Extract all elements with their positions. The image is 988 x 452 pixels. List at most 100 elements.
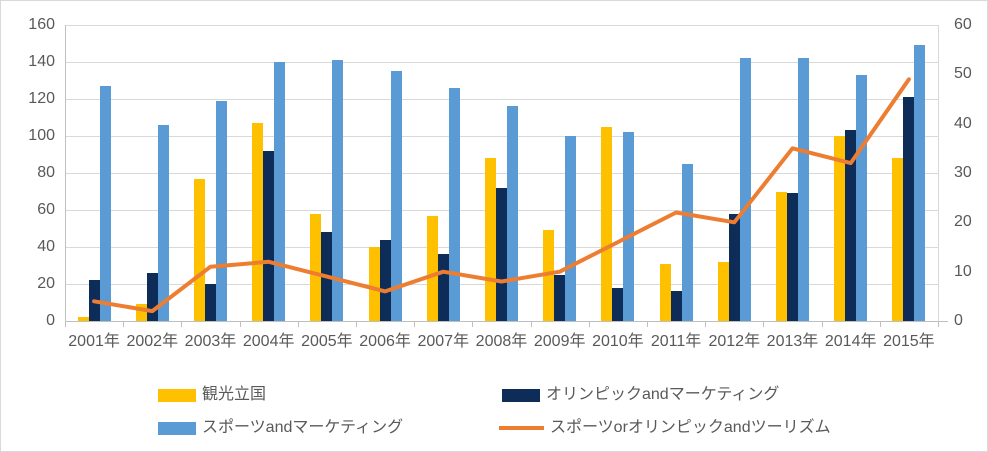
x-axis-label: 2011年 xyxy=(650,333,702,350)
x-axis-label: 2003年 xyxy=(184,333,237,350)
bar-kankou-rikkoku-2011 xyxy=(659,263,671,321)
bar-olympic-and-marketing-2008 xyxy=(496,187,507,321)
bar-olympic-and-marketing-2012 xyxy=(728,213,740,321)
bar-sports-and-marketing-2014 xyxy=(856,74,868,321)
x-axis-label: 2014年 xyxy=(824,333,877,350)
bar-olympic-and-marketing-2015 xyxy=(903,97,915,321)
legend-swatch-sports-and-marketing xyxy=(158,421,196,435)
bar-kankou-rikkoku-2012 xyxy=(717,261,729,321)
bar-olympic-and-marketing-2002 xyxy=(146,272,158,321)
bar-kankou-rikkoku-2010 xyxy=(601,126,613,321)
x-axis-tick xyxy=(123,322,125,327)
x-axis-tick xyxy=(879,322,881,327)
bar-sports-and-marketing-2008 xyxy=(507,106,518,321)
bar-sports-and-marketing-2005 xyxy=(332,60,344,321)
bar-olympic-and-marketing-2001 xyxy=(88,280,100,321)
bar-kankou-rikkoku-2006 xyxy=(368,247,380,321)
bar-kankou-rikkoku-2013 xyxy=(776,191,787,321)
y-axis-label-right: 0 xyxy=(954,312,963,329)
y-axis-label-left: 80 xyxy=(37,164,55,181)
x-axis-line xyxy=(65,321,948,322)
bar-kankou-rikkoku-2007 xyxy=(426,215,438,321)
x-axis-label: 2013年 xyxy=(766,333,819,350)
bar-sports-and-marketing-2013 xyxy=(798,58,809,321)
bar-sports-and-marketing-2002 xyxy=(157,124,169,321)
bar-olympic-and-marketing-2003 xyxy=(205,284,216,321)
bar-sports-and-marketing-2011 xyxy=(681,163,693,321)
y-axis-label-left: 0 xyxy=(46,312,55,329)
legend-swatch-olympic-and-marketing xyxy=(502,388,540,402)
bar-olympic-and-marketing-2009 xyxy=(554,274,566,321)
legend-item-olympic-and-marketing: オリンピックandマーケティング xyxy=(502,386,779,404)
y-axis-label-right: 60 xyxy=(954,16,972,33)
legend-label-olympic-and-marketing: オリンピックandマーケティング xyxy=(546,386,780,403)
bar-sports-and-marketing-2006 xyxy=(390,71,402,321)
bar-sports-and-marketing-2007 xyxy=(448,87,460,321)
bar-olympic-and-marketing-2006 xyxy=(379,239,391,321)
y-axis-label-left: 100 xyxy=(28,127,55,144)
y-axis-label-left: 160 xyxy=(28,16,55,33)
bar-olympic-and-marketing-2011 xyxy=(670,291,682,321)
bar-sports-and-marketing-2004 xyxy=(274,62,286,321)
bar-sports-and-marketing-2012 xyxy=(739,58,751,321)
bar-kankou-rikkoku-2008 xyxy=(485,158,496,321)
x-axis-tick xyxy=(763,322,765,327)
x-axis-label: 2010年 xyxy=(592,333,644,350)
bar-kankou-rikkoku-2001 xyxy=(77,317,89,321)
legend-swatch-sports-or-olympic-and-tourism xyxy=(499,426,544,430)
x-axis-tick xyxy=(472,322,474,327)
x-axis-label: 2006年 xyxy=(359,333,411,350)
x-axis-label: 2005年 xyxy=(301,333,353,350)
bar-sports-and-marketing-2010 xyxy=(623,132,635,321)
y-axis-label-right: 10 xyxy=(954,262,972,280)
y-axis-label-right: 40 xyxy=(954,114,972,132)
y-axis-label-right: 30 xyxy=(954,164,972,181)
x-axis-label: 2002年 xyxy=(126,333,179,350)
x-axis-tick xyxy=(297,322,299,327)
legend-label-sports-and-marketing: スポーツandマーケティング xyxy=(202,419,404,436)
y-axis-label-left: 120 xyxy=(28,90,55,107)
x-axis-label: 2004年 xyxy=(242,333,295,350)
x-axis-tick xyxy=(938,322,939,327)
x-axis-label: 2007年 xyxy=(417,333,470,350)
legend-swatch-kankou-rikkoku xyxy=(158,388,196,402)
bar-sports-and-marketing-2003 xyxy=(216,100,227,321)
bar-kankou-rikkoku-2004 xyxy=(252,123,264,321)
bar-kankou-rikkoku-2003 xyxy=(194,178,205,321)
y-axis-label-left: 60 xyxy=(37,201,55,218)
legend-item-sports-and-marketing: スポーツandマーケティング xyxy=(158,419,403,437)
bar-olympic-and-marketing-2010 xyxy=(612,287,624,321)
legend-item-kankou-rikkoku: 観光立国 xyxy=(158,386,266,404)
y-axis-line-right xyxy=(938,25,939,321)
y-axis-label-left: 20 xyxy=(37,275,55,292)
x-axis-tick xyxy=(530,322,532,327)
y-axis-label-left: 40 xyxy=(37,238,55,255)
gridline xyxy=(65,24,938,26)
x-axis-label: 2015年 xyxy=(883,333,935,350)
bar-kankou-rikkoku-2009 xyxy=(543,230,555,321)
x-axis-tick xyxy=(647,322,648,327)
x-axis-tick xyxy=(356,322,357,327)
x-axis-tick xyxy=(414,322,416,327)
legend-label-kankou-rikkoku: 観光立国 xyxy=(202,386,267,403)
x-axis-label: 2012年 xyxy=(708,333,761,350)
bar-sports-and-marketing-2009 xyxy=(565,136,577,321)
bar-olympic-and-marketing-2005 xyxy=(321,232,333,321)
x-axis-label: 2008年 xyxy=(475,333,528,350)
y-axis-line-left xyxy=(65,25,66,321)
legend-label-sports-or-olympic-and-tourism: スポーツorオリンピックandツーリズム xyxy=(550,419,831,436)
bar-olympic-and-marketing-2007 xyxy=(437,254,449,321)
bar-sports-and-marketing-2015 xyxy=(914,45,926,321)
x-axis-label: 2001年 xyxy=(68,333,120,350)
bar-kankou-rikkoku-2002 xyxy=(135,304,147,321)
bar-olympic-and-marketing-2013 xyxy=(787,193,798,321)
y-axis-label-right: 20 xyxy=(954,213,972,231)
bar-kankou-rikkoku-2014 xyxy=(834,136,846,321)
x-axis-label: 2009年 xyxy=(533,333,586,350)
x-axis-tick xyxy=(588,322,590,327)
x-axis-tick xyxy=(239,322,241,327)
x-axis-tick xyxy=(821,322,823,327)
x-axis-tick xyxy=(181,322,183,327)
legend-item-sports-or-olympic-and-tourism: スポーツorオリンピックandツーリズム xyxy=(499,419,831,437)
